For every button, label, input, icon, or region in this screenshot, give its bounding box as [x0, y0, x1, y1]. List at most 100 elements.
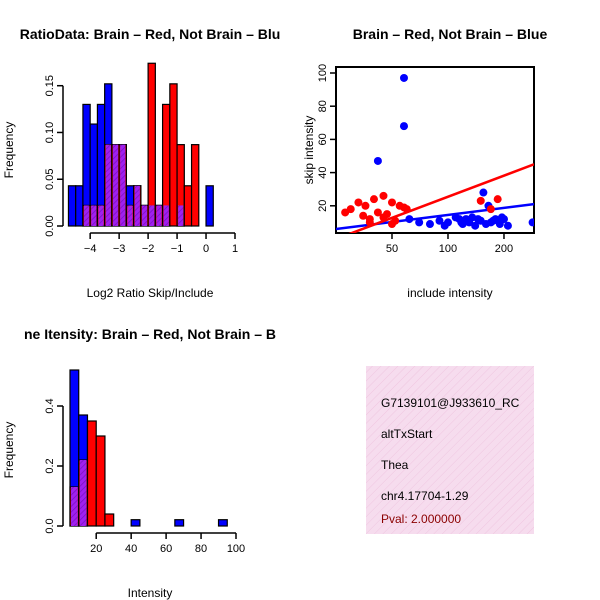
intensity-title: ne Itensity: Brain – Red, Not Brain – B	[24, 326, 276, 342]
red-bar	[95, 435, 106, 527]
x-tick-label: 100	[227, 543, 245, 555]
blue-point	[399, 122, 408, 131]
red-bar	[169, 83, 178, 227]
red-point	[493, 195, 502, 204]
info-location: chr4.17704-1.29	[381, 489, 469, 503]
red-point	[379, 191, 388, 200]
x-tick-label: 0	[203, 243, 209, 255]
ratio-ylabel: Frequency	[2, 122, 16, 179]
x-tick-label: −2	[142, 243, 155, 255]
blue-point	[373, 156, 382, 165]
overlap-bar	[127, 205, 133, 226]
overlap-bar	[112, 144, 119, 226]
x-tick-label: 200	[495, 243, 513, 255]
ratio-title: RatioData: Brain – Red, Not Brain – Blu	[20, 26, 281, 42]
red-point	[387, 220, 396, 229]
blue-point	[443, 218, 452, 227]
intensity-histogram: ne Itensity: Brain – Red, Not Brain – B …	[2, 326, 276, 600]
overlap-bar	[105, 144, 111, 226]
blue-bar	[174, 519, 185, 527]
ratio-histogram: RatioData: Brain – Red, Not Brain – Blu …	[2, 26, 280, 300]
y-tick-label: 40	[317, 166, 329, 178]
intensity-scatter: Brain – Red, Not Brain – Blue include in…	[302, 26, 547, 300]
info-panel-background	[366, 366, 534, 534]
overlap-bar	[163, 205, 169, 226]
red-point	[486, 205, 495, 214]
overlap-bar	[91, 205, 97, 226]
blue-point	[497, 213, 506, 222]
scatter-xlabel: include intensity	[407, 286, 492, 300]
overlap-bar	[71, 487, 78, 526]
y-tick-label: 0.2	[44, 458, 56, 473]
overlap-bar	[98, 205, 104, 226]
overlap-bar	[149, 205, 155, 226]
red-bar	[190, 144, 200, 227]
intensity-xlabel: Intensity	[128, 586, 173, 600]
red-bar	[147, 62, 156, 227]
red-point	[354, 198, 363, 207]
blue-point	[471, 221, 480, 230]
red-point	[369, 195, 378, 204]
overlap-bar	[120, 144, 126, 226]
overlap-bar	[83, 205, 90, 226]
y-tick-label: 0.4	[44, 398, 56, 413]
x-tick-label: −1	[171, 243, 184, 255]
blue-point	[415, 218, 424, 227]
info-event-type: altTxStart	[381, 427, 433, 441]
red-trend-line	[348, 163, 534, 233]
red-point	[359, 211, 368, 220]
info-pval: Pval: 2.000000	[381, 512, 461, 526]
info-panel: G7139101@J933610_RC altTxStart Thea chr4…	[366, 366, 534, 534]
x-tick-label: 60	[160, 543, 172, 555]
blue-bar	[67, 185, 77, 227]
x-tick-label: 20	[90, 543, 102, 555]
y-tick-label: 0.0	[44, 518, 56, 533]
x-tick-label: 1	[232, 243, 238, 255]
blue-point	[435, 216, 444, 225]
x-tick-label: 100	[439, 243, 457, 255]
blue-point	[474, 215, 483, 224]
red-bar	[104, 513, 115, 527]
red-point	[346, 205, 355, 214]
red-bar	[86, 420, 97, 527]
blue-bar	[205, 185, 214, 227]
blue-point	[489, 216, 498, 225]
y-tick-label: 0.00	[44, 215, 56, 236]
red-point	[361, 201, 370, 210]
overlap-bar	[156, 205, 162, 226]
blue-bar	[75, 185, 84, 227]
red-point	[387, 198, 396, 207]
blue-point	[503, 221, 512, 230]
y-tick-label: 0.10	[44, 122, 56, 143]
info-gene: Thea	[381, 458, 409, 472]
blue-bar	[130, 519, 141, 527]
y-tick-label: 0.05	[44, 169, 56, 190]
blue-point	[455, 215, 464, 224]
scatter-frame	[335, 66, 535, 234]
blue-point	[399, 73, 408, 82]
x-tick-label: 40	[125, 543, 137, 555]
y-tick-label: 80	[317, 100, 329, 112]
x-tick-label: 50	[386, 243, 398, 255]
x-tick-label: −4	[84, 243, 97, 255]
info-id: G7139101@J933610_RC	[381, 396, 520, 410]
blue-bar	[217, 519, 228, 527]
blue-point	[479, 188, 488, 197]
overlap-bar	[134, 185, 140, 226]
blue-point	[425, 220, 434, 229]
scatter-ylabel: skip intensity	[302, 116, 316, 185]
x-tick-label: 80	[195, 543, 207, 555]
ratio-xlabel: Log2 Ratio Skip/Include	[87, 286, 214, 300]
scatter-title: Brain – Red, Not Brain – Blue	[353, 26, 548, 42]
overlap-bar	[141, 205, 148, 226]
y-tick-label: 60	[317, 133, 329, 145]
y-tick-label: 0.15	[44, 75, 56, 96]
blue-point	[528, 218, 534, 227]
red-point	[373, 208, 382, 217]
y-tick-label: 100	[317, 64, 329, 82]
y-tick-label: 20	[317, 200, 329, 212]
overlap-bar	[178, 205, 184, 226]
overlap-bar	[79, 460, 87, 526]
x-tick-label: −3	[113, 243, 126, 255]
